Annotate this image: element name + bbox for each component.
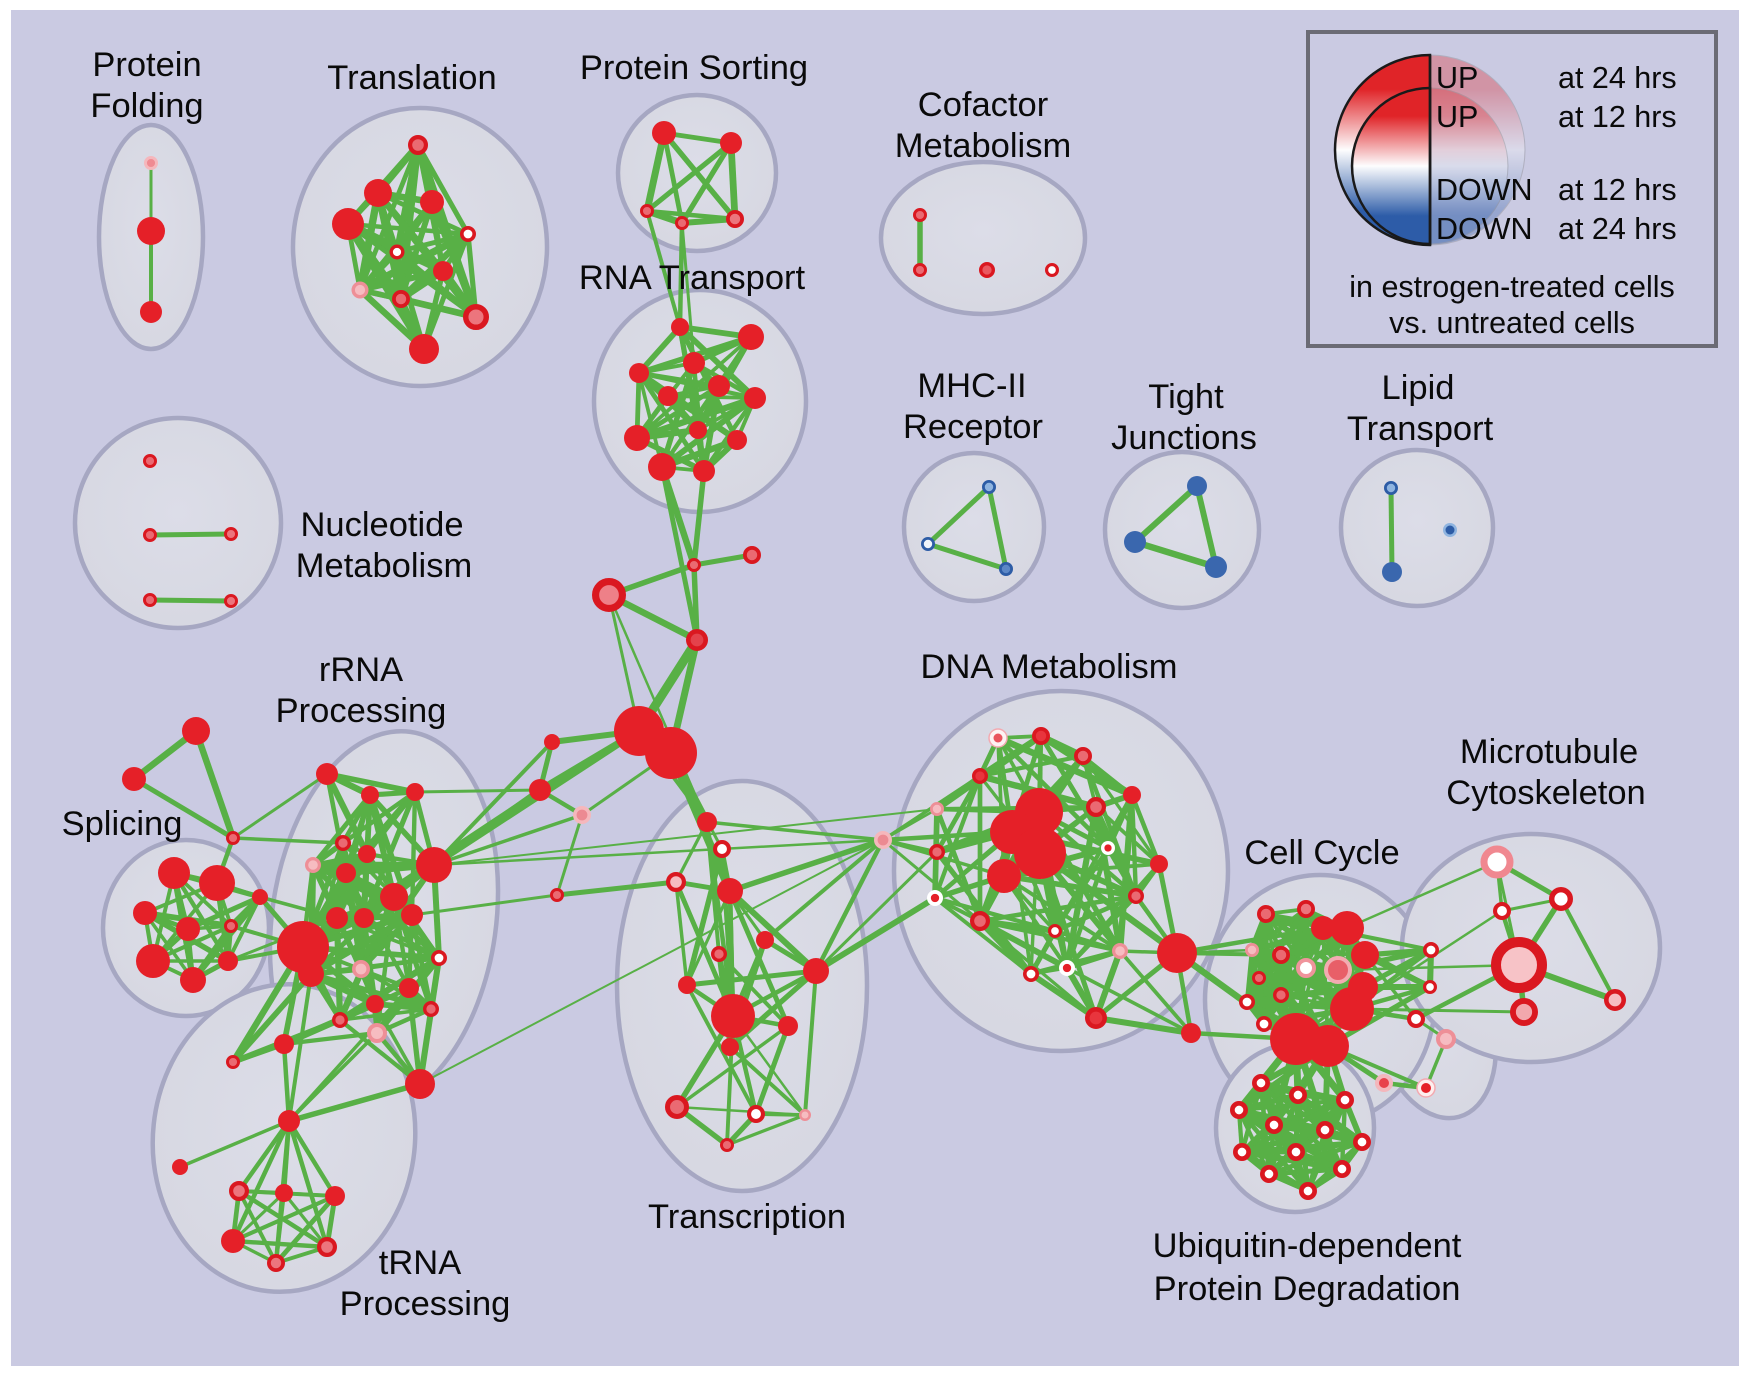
svg-text:Lipid: Lipid: [1382, 369, 1455, 407]
svg-text:UP: UP: [1436, 61, 1478, 95]
svg-text:DOWN: DOWN: [1436, 212, 1533, 246]
svg-text:tRNA: tRNA: [379, 1244, 461, 1282]
svg-text:Folding: Folding: [90, 87, 203, 125]
svg-text:Processing: Processing: [340, 1285, 511, 1323]
svg-text:rRNA: rRNA: [319, 651, 403, 689]
svg-text:Translation: Translation: [327, 59, 496, 97]
svg-text:Cytoskeleton: Cytoskeleton: [1446, 774, 1645, 812]
svg-text:Ubiquitin-dependent: Ubiquitin-dependent: [1153, 1227, 1462, 1265]
svg-text:Tight: Tight: [1148, 378, 1224, 416]
svg-text:Cell Cycle: Cell Cycle: [1244, 834, 1399, 872]
svg-text:in estrogen-treated cells: in estrogen-treated cells: [1349, 270, 1675, 304]
svg-text:Splicing: Splicing: [62, 805, 183, 843]
svg-text:Junctions: Junctions: [1111, 419, 1257, 457]
svg-text:at 24 hrs: at 24 hrs: [1558, 212, 1677, 246]
svg-text:vs. untreated cells: vs. untreated cells: [1389, 306, 1635, 340]
svg-text:Protein Sorting: Protein Sorting: [580, 49, 808, 87]
svg-text:DOWN: DOWN: [1436, 173, 1533, 207]
svg-text:Nucleotide: Nucleotide: [300, 506, 463, 544]
svg-text:Cofactor: Cofactor: [918, 86, 1048, 124]
svg-text:at 24 hrs: at 24 hrs: [1558, 61, 1677, 95]
svg-text:RNA Transport: RNA Transport: [579, 259, 806, 297]
svg-text:MHC-II: MHC-II: [917, 367, 1026, 405]
svg-text:Protein Degradation: Protein Degradation: [1154, 1270, 1461, 1308]
svg-text:Transport: Transport: [1347, 410, 1494, 448]
svg-text:at 12 hrs: at 12 hrs: [1558, 100, 1677, 134]
svg-text:DNA Metabolism: DNA Metabolism: [921, 648, 1178, 686]
svg-text:Protein: Protein: [92, 46, 201, 84]
svg-text:Metabolism: Metabolism: [895, 127, 1071, 165]
svg-text:UP: UP: [1436, 100, 1478, 134]
svg-text:Metabolism: Metabolism: [296, 547, 472, 585]
svg-text:Processing: Processing: [276, 692, 447, 730]
svg-text:Receptor: Receptor: [903, 408, 1043, 446]
svg-text:at 12 hrs: at 12 hrs: [1558, 173, 1677, 207]
svg-text:Microtubule: Microtubule: [1460, 733, 1638, 771]
svg-text:Transcription: Transcription: [648, 1198, 846, 1236]
